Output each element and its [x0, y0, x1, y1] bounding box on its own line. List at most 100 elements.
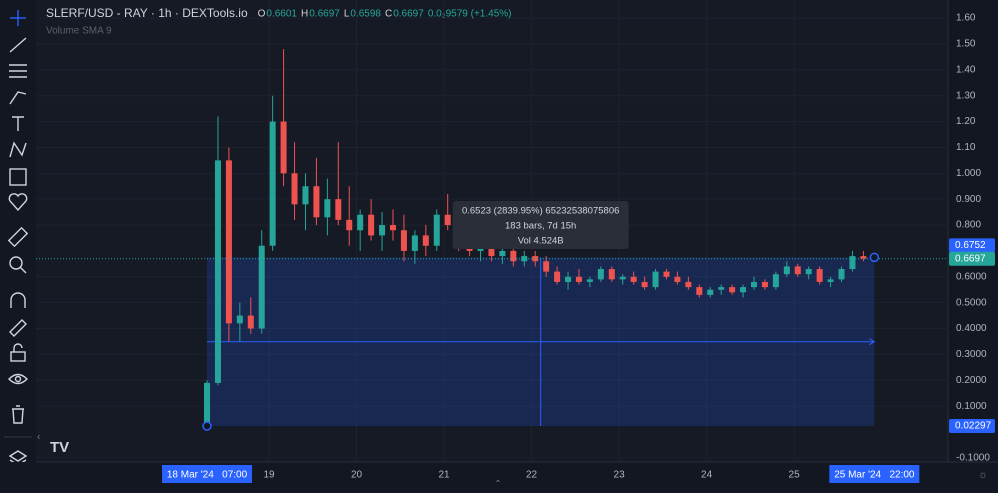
time-range-label: 18 Mar '24 07:00	[167, 470, 248, 481]
y-tick-label: 0.800	[956, 220, 981, 231]
crosshair-tool[interactable]	[10, 10, 26, 26]
drawing-mode-tool[interactable]	[9, 319, 27, 337]
y-tick-label: 1.10	[956, 142, 976, 153]
candle-body	[324, 199, 331, 218]
price-label-box	[949, 238, 995, 253]
candle-body	[422, 235, 429, 246]
indicator-label: Volume SMA 9	[46, 26, 112, 37]
measure-handle	[869, 252, 880, 263]
measure-tooltip-text: Vol 4.524B	[518, 236, 564, 247]
text-tool[interactable]	[12, 116, 24, 131]
zoom-tool[interactable]	[9, 256, 27, 274]
delete-tool[interactable]	[12, 405, 24, 424]
y-tick-label: 1.20	[956, 116, 976, 127]
x-tick-label: 21	[438, 470, 450, 481]
y-tick-label: 0.900	[956, 194, 981, 205]
pattern-tool[interactable]	[9, 141, 27, 158]
candle-body	[696, 287, 703, 295]
legend-key: O	[258, 9, 266, 20]
chart-title: SLERF/USD - RAY · 1h · DEXTools.io	[46, 6, 248, 20]
magnet-tool[interactable]	[10, 292, 26, 308]
legend-key: L	[344, 9, 350, 20]
candle-body	[860, 256, 867, 259]
candle-body	[630, 276, 637, 282]
prediction-tool[interactable]	[9, 168, 27, 186]
measure-arrowhead	[869, 338, 876, 346]
y-tick-label: 1.50	[956, 39, 976, 50]
y-tick-label: 1.000	[956, 168, 981, 179]
candle-body	[499, 250, 506, 257]
candle-body	[433, 214, 440, 246]
candle-body	[772, 274, 779, 288]
candle-body	[389, 225, 396, 231]
candle-body	[444, 214, 451, 226]
candle-body	[805, 269, 812, 275]
time-range-box	[162, 465, 253, 483]
settings-icon[interactable]: ☼	[978, 469, 988, 481]
candle-body	[379, 225, 386, 236]
scroll-handle[interactable]: ⌃	[494, 478, 502, 488]
price-label: 0.6697	[955, 253, 986, 264]
candle-body	[663, 271, 670, 277]
candle-body	[368, 214, 375, 236]
ruler-tool[interactable]	[7, 226, 29, 248]
legend-value: 0.6697	[309, 9, 340, 20]
candle-body	[816, 269, 823, 282]
candle-body	[740, 287, 747, 293]
x-tick-label: 25	[789, 470, 801, 481]
favorites-tool[interactable]	[8, 193, 28, 212]
fib-tool[interactable]	[9, 64, 27, 78]
candle-body	[641, 281, 648, 288]
candle-body	[783, 266, 790, 275]
legend-key: H	[301, 9, 308, 20]
measure-handle	[202, 421, 212, 431]
x-tick-label: 20	[351, 470, 363, 481]
candle-body	[258, 245, 265, 329]
y-tick-label: 0.6000	[956, 271, 987, 282]
x-tick-label: 19	[263, 470, 275, 481]
candle-body	[302, 186, 309, 205]
candle-body	[521, 256, 528, 262]
candle-body	[685, 281, 692, 288]
candle-body	[269, 121, 276, 246]
candle-body	[543, 261, 550, 272]
candle-body	[674, 276, 681, 282]
legend-value: 0.6697	[393, 9, 424, 20]
candle-body	[313, 186, 320, 218]
y-tick-label: 0.1000	[956, 401, 987, 412]
candle-body	[597, 269, 604, 280]
price-label: 0.02297	[955, 421, 992, 432]
measure-tooltip-text: 0.6523 (2839.95%) 65232538075806	[462, 206, 619, 217]
y-tick-label: 0.4000	[956, 323, 987, 334]
candle-body	[291, 173, 298, 205]
candle-body	[357, 214, 364, 231]
lock-tool[interactable]	[10, 343, 26, 362]
candle-body	[236, 315, 243, 324]
tv-logo: TV	[50, 439, 69, 456]
y-tick-label: -0.1000	[956, 453, 990, 464]
candle-body	[575, 276, 582, 282]
trend-line-tool[interactable]	[9, 37, 27, 53]
candle-body	[225, 160, 232, 324]
x-tick-label: 23	[614, 470, 626, 481]
candle-body	[729, 287, 736, 293]
y-tick-label: 1.40	[956, 64, 976, 75]
candle-body	[400, 230, 407, 251]
candle-body	[707, 289, 714, 295]
candle-body	[510, 250, 517, 262]
candle-body	[718, 287, 725, 290]
visibility-tool[interactable]	[8, 373, 28, 385]
candle-body	[335, 199, 342, 220]
legend-change: 0.0₂9579 (+1.45%)	[428, 9, 512, 20]
legend-value: 0.6598	[350, 9, 381, 20]
y-tick-label: 0.3000	[956, 349, 987, 360]
candles	[204, 49, 878, 427]
legend-key: C	[385, 9, 392, 20]
price-label-box	[949, 251, 995, 266]
y-tick-label: 1.30	[956, 90, 976, 101]
brush-tool[interactable]	[9, 91, 27, 105]
collapse-toggle[interactable]: ‹	[37, 432, 40, 443]
price-label: 0.6752	[955, 240, 986, 251]
y-tick-label: 0.2000	[956, 375, 987, 386]
